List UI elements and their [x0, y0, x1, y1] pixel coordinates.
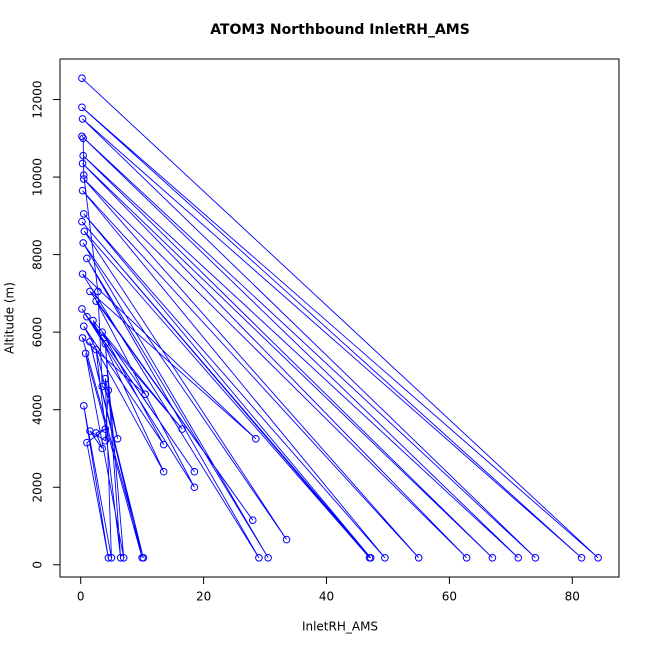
data-point	[141, 390, 150, 398]
data-point	[78, 186, 87, 195]
data-point	[255, 554, 263, 562]
data-point	[79, 151, 87, 160]
data-point	[78, 115, 87, 123]
y-tick-label: 2000	[31, 472, 45, 503]
data-point	[79, 239, 87, 247]
data-point	[116, 554, 125, 562]
data-point	[462, 554, 471, 562]
data-point	[98, 444, 107, 453]
data-point	[248, 516, 257, 524]
data-point	[83, 438, 91, 447]
data-point	[594, 554, 602, 562]
y-tick-label: 12000	[31, 80, 45, 118]
data-point	[113, 434, 122, 443]
data-point	[282, 535, 291, 544]
data-point	[79, 322, 88, 331]
data-point	[79, 134, 87, 143]
data-point	[104, 386, 113, 395]
data-point	[264, 554, 272, 562]
x-tick-label: 60	[442, 590, 457, 604]
data-point	[86, 427, 94, 435]
data-point	[159, 440, 168, 449]
y-axis-label: Altitude (m)	[3, 282, 17, 354]
data-point	[104, 554, 113, 562]
data-point	[86, 287, 94, 296]
data-point	[365, 554, 374, 562]
data-point	[78, 132, 86, 141]
data-point	[514, 554, 523, 562]
data-point	[178, 425, 186, 433]
y-tick-label: 10000	[31, 158, 45, 196]
data-point	[78, 159, 87, 168]
data-point	[381, 554, 389, 562]
data-point	[80, 227, 89, 236]
data-point	[78, 305, 86, 313]
x-axis-label: InletRH_AMS	[302, 620, 378, 634]
data-point	[107, 554, 116, 562]
data-point	[119, 554, 128, 562]
data-point	[252, 434, 260, 443]
data-point	[86, 338, 94, 346]
y-tick-label: 0	[31, 561, 45, 569]
data-point	[78, 270, 87, 278]
data-point	[79, 210, 88, 218]
data-point	[79, 171, 88, 179]
data-point	[138, 554, 146, 562]
data-point	[78, 74, 86, 82]
data-point	[78, 217, 86, 226]
data-point	[159, 467, 168, 476]
data-point	[89, 316, 97, 325]
data-point	[92, 345, 100, 354]
x-tick-label: 80	[565, 590, 580, 604]
data-point	[98, 382, 107, 391]
data-point	[78, 334, 87, 342]
chart-title: ATOM3 Northbound InletRH_AMS	[210, 22, 470, 38]
data-point	[190, 483, 199, 492]
y-tick-label: 8000	[31, 239, 45, 270]
data-point	[531, 554, 540, 562]
data-point	[79, 402, 88, 410]
data-point	[101, 425, 110, 433]
data-point	[83, 254, 91, 263]
data-point	[78, 103, 86, 112]
data-point	[101, 436, 110, 445]
x-tick-label: 20	[196, 590, 211, 604]
y-tick-label: 6000	[31, 317, 45, 348]
x-tick-label: 0	[77, 590, 85, 604]
data-point	[101, 374, 110, 383]
data-point	[94, 287, 102, 296]
data-point	[83, 312, 91, 321]
data-point	[414, 554, 423, 562]
data-point	[92, 297, 100, 305]
data-point	[101, 339, 110, 348]
data-point	[488, 554, 497, 562]
x-tick-label: 40	[319, 590, 334, 604]
data-point	[98, 328, 107, 336]
data-point	[577, 554, 586, 562]
data-point	[190, 467, 199, 476]
data-point	[79, 175, 88, 183]
data-point	[81, 349, 90, 358]
y-tick-label: 4000	[31, 394, 45, 425]
